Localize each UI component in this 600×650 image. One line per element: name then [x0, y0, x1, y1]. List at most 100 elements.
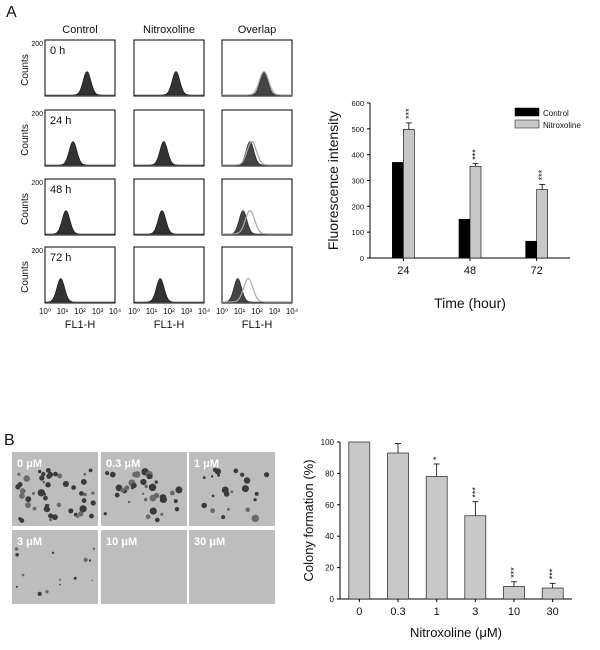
flow-histogram	[221, 178, 293, 236]
panel-label-a: A	[6, 4, 17, 21]
bar	[425, 476, 448, 600]
bar	[464, 515, 487, 600]
colony	[202, 476, 206, 480]
histogram-frame	[221, 178, 293, 236]
significance-marker: ***	[404, 108, 414, 119]
micrograph: 10 μM	[101, 530, 187, 604]
flow-histogram	[221, 39, 293, 97]
significance-marker: ***	[509, 567, 519, 578]
nitroxoline-histogram	[134, 210, 204, 235]
colony	[45, 590, 49, 594]
y-tick-label: 0	[330, 595, 335, 604]
y-axis-title: Colony formation (%)	[301, 459, 316, 581]
y-tick-label: 20	[325, 564, 334, 573]
colony	[43, 495, 48, 501]
flow-histogram	[221, 109, 293, 167]
y-max-tick: 200	[31, 41, 43, 48]
concentration-label: 10 μM	[106, 536, 137, 548]
colony	[105, 471, 110, 476]
x-tick-label: 10⁰	[39, 307, 51, 316]
y-tick-label: 100	[321, 438, 335, 447]
significance-marker: ***	[470, 487, 480, 498]
legend: Control Nitroxoline	[514, 107, 581, 130]
control-histogram	[45, 71, 115, 96]
histogram-frame	[133, 39, 205, 97]
bar	[541, 587, 564, 600]
flow-y-label: Counts	[20, 124, 31, 156]
x-tick-label: 10⁰	[128, 307, 140, 316]
flow-histogram: 200 24 h	[31, 109, 116, 167]
x-axis-title: Time (hour)	[434, 295, 506, 311]
x-tick-label: 0.3	[390, 606, 405, 618]
panel-label-b: B	[4, 432, 15, 449]
colony	[148, 483, 157, 492]
colony	[37, 591, 42, 597]
colony	[45, 467, 51, 473]
colony	[175, 486, 183, 494]
control-histogram	[45, 210, 115, 235]
colony	[32, 506, 37, 511]
colony	[48, 513, 54, 519]
micrograph-background	[12, 530, 98, 604]
x-tick-label: 24	[397, 265, 409, 277]
x-tick-label: 10	[508, 606, 520, 618]
flow-histogram	[133, 109, 205, 167]
colony	[131, 482, 137, 489]
colony	[88, 559, 92, 562]
significance-marker: ***	[471, 149, 481, 160]
time-point-label: 24 h	[50, 115, 71, 127]
colony	[251, 514, 260, 523]
y-tick-label: 300	[351, 177, 364, 186]
colony	[144, 484, 148, 489]
y-tick-label: 0	[360, 254, 364, 263]
colony	[14, 547, 19, 551]
flow-histogram: 200 0 h	[31, 39, 116, 97]
y-axis-title: Fluorescence intensity	[325, 111, 341, 250]
colony	[233, 468, 239, 474]
colony	[81, 498, 87, 503]
legend-label: Control	[543, 109, 569, 118]
y-tick-label: 40	[325, 532, 334, 541]
micrograph: 3 μM	[12, 530, 98, 604]
colony	[210, 475, 214, 478]
legend-label: Nitroxoline	[543, 121, 581, 130]
nitroxoline-outline	[222, 209, 292, 235]
y-tick-label: 80	[325, 469, 334, 478]
histogram-frame	[133, 246, 205, 304]
nitroxoline-histogram	[134, 141, 204, 166]
flow-histogram: 10⁰ 10¹ 10² 10³ 10⁴ FL1-H	[128, 246, 211, 331]
colony	[88, 468, 93, 473]
micrograph: 30 μM	[189, 530, 275, 604]
colony	[37, 489, 46, 497]
colony	[109, 471, 116, 478]
colony	[145, 514, 151, 520]
x-axis-title: Nitroxoline (μM)	[410, 625, 502, 640]
x-tick-label: 10⁴	[198, 307, 211, 316]
micrograph-background	[189, 530, 275, 604]
colony	[56, 502, 62, 508]
flow-y-label: Counts	[20, 54, 31, 86]
colony	[240, 472, 245, 477]
flow-column-title: Control	[62, 24, 97, 36]
colony	[226, 507, 230, 511]
y-tick-label: 200	[351, 202, 364, 211]
nitroxoline-histogram	[134, 278, 204, 303]
x-tick-label: 10¹	[146, 307, 158, 316]
colony	[154, 517, 160, 523]
bar	[525, 240, 537, 259]
micrograph: 1 μM	[189, 452, 275, 526]
flow-histogram	[133, 178, 205, 236]
colony	[211, 494, 215, 498]
legend-swatch	[514, 107, 540, 117]
flow-column-title: Overlap	[238, 24, 277, 36]
bar	[536, 189, 548, 259]
bar	[348, 441, 371, 600]
histogram-frame	[133, 178, 205, 236]
x-tick-label: 10¹	[57, 307, 69, 316]
colony	[143, 497, 148, 502]
colony	[83, 492, 87, 497]
x-tick-label: 10²	[251, 307, 263, 316]
flow-histogram: 200 48 h	[31, 178, 116, 236]
micrograph: 0 μM	[12, 452, 98, 526]
colony	[49, 518, 53, 522]
